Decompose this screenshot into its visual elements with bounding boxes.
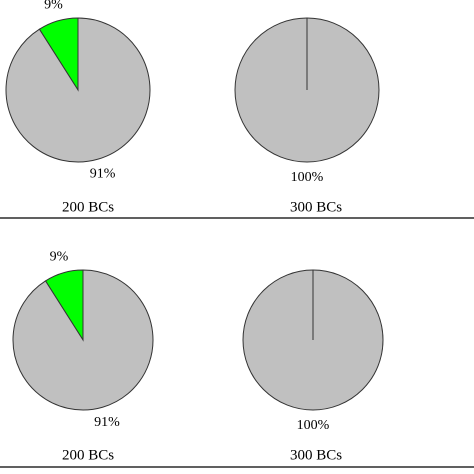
chart-title: 300 BCs (290, 447, 342, 463)
value-label: 100% (291, 170, 324, 185)
value-label: 91% (90, 167, 116, 182)
chart-title: 300 BCs (290, 199, 342, 215)
value-label: 100% (297, 418, 330, 433)
value-label: 91% (94, 415, 120, 430)
value-label: 9% (50, 250, 69, 265)
value-label: 9% (44, 0, 63, 13)
chart-title: 200 BCs (62, 447, 114, 463)
pie-slice (12, 269, 154, 411)
chart-title: 200 BCs (62, 199, 114, 215)
pie-slice (5, 17, 151, 163)
